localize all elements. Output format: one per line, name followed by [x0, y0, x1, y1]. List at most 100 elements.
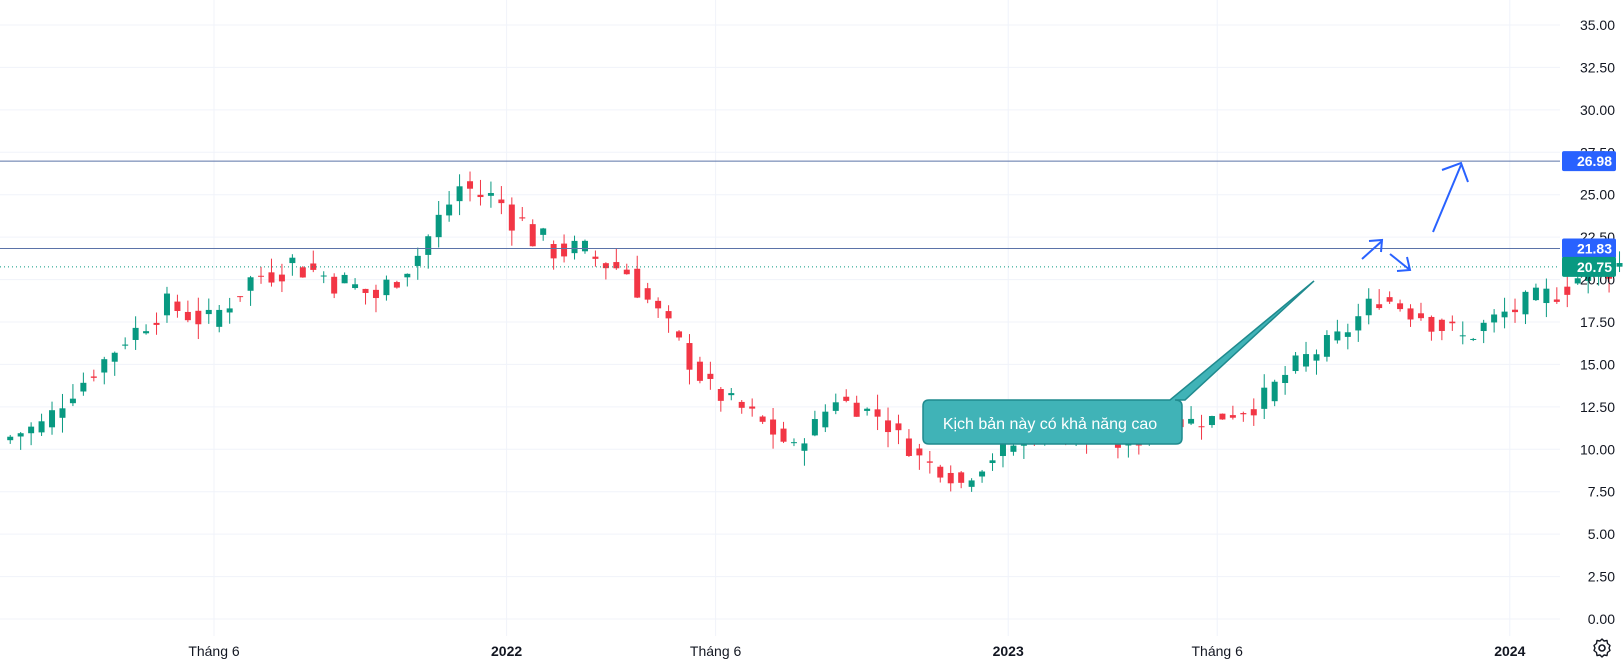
candle [843, 389, 850, 403]
candle [1323, 330, 1330, 362]
arrow-up-target[interactable] [1432, 164, 1462, 233]
callout-box[interactable] [922, 280, 1315, 445]
candle [456, 174, 463, 216]
candle [1470, 337, 1477, 342]
candlestick-series [7, 171, 1623, 492]
candle [676, 330, 683, 341]
y-tick-label: 12.50 [1580, 399, 1615, 415]
candle [811, 410, 818, 437]
candle [435, 201, 442, 248]
candle [780, 421, 787, 444]
candle [404, 273, 411, 287]
y-tick-label: 30.00 [1580, 102, 1615, 118]
price-badge [1562, 238, 1616, 259]
candle [968, 478, 975, 492]
candle [623, 263, 630, 275]
candle [184, 300, 191, 323]
y-tick-label: 10.00 [1580, 441, 1615, 457]
candle [665, 305, 672, 333]
candle [237, 296, 244, 302]
candle [1417, 302, 1424, 321]
candle [770, 408, 777, 449]
candle [717, 387, 724, 412]
candle [38, 413, 45, 436]
x-tick-label: Tháng 6 [1192, 643, 1244, 659]
candle [153, 312, 160, 335]
candle [1512, 298, 1519, 323]
y-tick-label: 32.50 [1580, 59, 1615, 75]
candle [1397, 299, 1404, 312]
candle [331, 273, 338, 299]
y-tick-label: 25.00 [1580, 187, 1615, 203]
arrow-up-target-head [1441, 161, 1469, 183]
candle [268, 258, 275, 287]
y-tick-label: 35.00 [1580, 17, 1615, 33]
arrow-small-up[interactable] [1361, 240, 1383, 260]
candle [634, 255, 641, 299]
price-axis[interactable]: 35.0032.5030.0027.5025.0022.5020.0017.50… [1580, 17, 1615, 627]
x-tick-label: 2022 [491, 643, 522, 659]
candle [1459, 321, 1466, 345]
candle [362, 288, 369, 305]
candle [143, 324, 150, 335]
candle [299, 266, 306, 278]
price-badge-label: 21.83 [1577, 241, 1612, 257]
candle [1501, 297, 1508, 329]
candle [822, 404, 829, 433]
candle [132, 316, 139, 350]
candle [414, 247, 421, 280]
candle [696, 356, 703, 384]
candle [1543, 278, 1550, 318]
candle [1480, 319, 1487, 344]
candle [958, 470, 965, 489]
candle [1261, 374, 1268, 420]
candle [69, 384, 76, 407]
x-tick-label: 2023 [993, 643, 1024, 659]
candle [874, 394, 881, 431]
candle [446, 191, 453, 222]
candle [1438, 318, 1445, 341]
candle [832, 393, 839, 415]
candle [1428, 315, 1435, 341]
arrow-small-down-head [1396, 256, 1412, 272]
candle [1313, 349, 1320, 375]
candle [1219, 413, 1226, 420]
candle [205, 298, 212, 324]
candle [1344, 323, 1351, 350]
candle [613, 248, 620, 270]
candle [372, 284, 379, 313]
candle [937, 464, 944, 483]
candle [247, 275, 254, 306]
candle [1522, 290, 1529, 325]
x-tick-label: Tháng 6 [188, 643, 240, 659]
candle [926, 450, 933, 474]
candle [7, 434, 14, 444]
candle [947, 465, 954, 492]
candle [258, 266, 265, 284]
candle [28, 422, 35, 446]
arrow-small-down[interactable] [1389, 253, 1411, 271]
candle [895, 414, 902, 445]
candle [1198, 414, 1205, 440]
y-tick-label: 15.00 [1580, 356, 1615, 372]
candle [989, 453, 996, 471]
candle [581, 239, 588, 254]
candle [540, 227, 547, 241]
candle [508, 197, 515, 246]
candle [1491, 309, 1498, 333]
candle [602, 262, 609, 280]
candle [853, 395, 860, 417]
candle [979, 469, 986, 483]
price-badge-label: 26.98 [1577, 153, 1612, 169]
candle [592, 250, 599, 267]
drawing-annotations[interactable] [922, 161, 1469, 445]
y-tick-label: 2.50 [1588, 569, 1615, 585]
candle [1303, 341, 1310, 372]
settings-gear-icon[interactable] [1590, 636, 1614, 660]
horizontal-levels[interactable] [0, 160, 1560, 268]
candle [320, 271, 327, 284]
candle [310, 250, 317, 273]
candle [289, 254, 296, 276]
